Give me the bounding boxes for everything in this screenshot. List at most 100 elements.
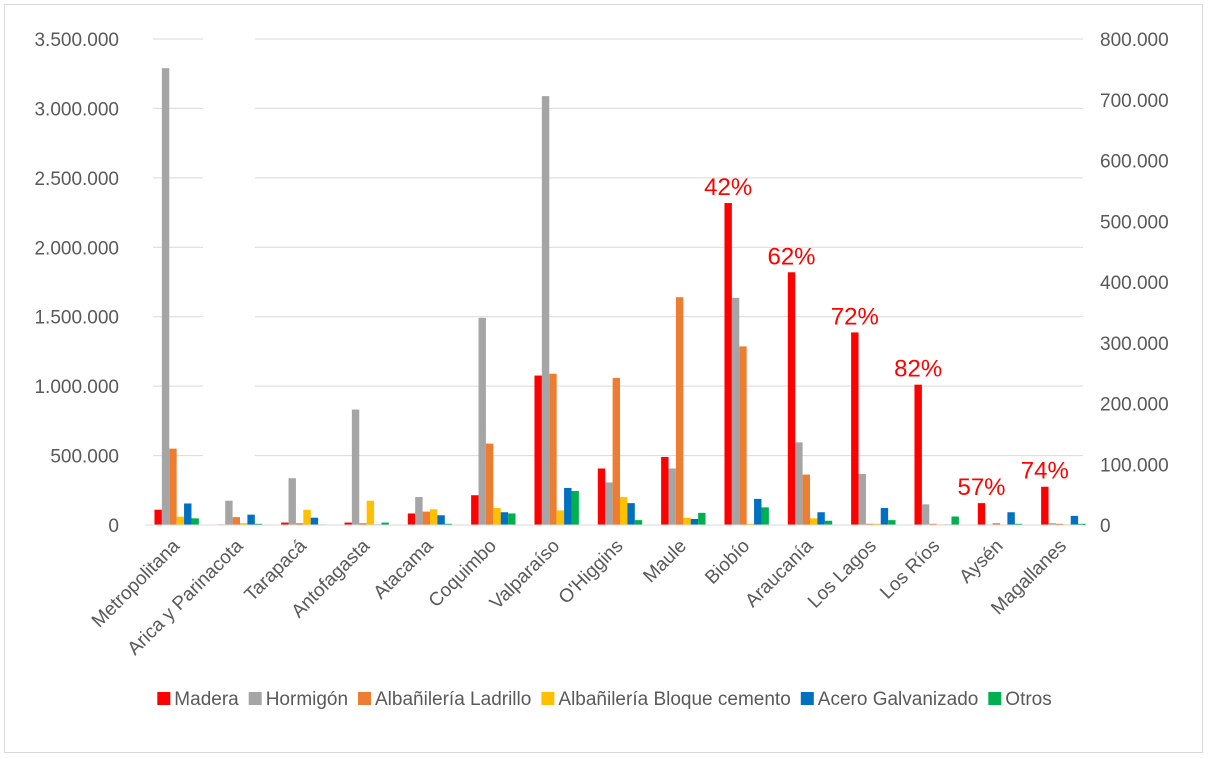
left-tick-label: 0 [108, 516, 119, 537]
bar-araucania-madera [787, 272, 796, 525]
bar-arica-y-parinacota-albanileria-ladrillo [232, 517, 240, 525]
bar-coquimbo-albanileria-bloque-cemento [493, 507, 501, 525]
bar-los-lagos-madera [851, 332, 859, 525]
annotation-aysen: 57% [957, 474, 1005, 501]
bar-aysen-madera [977, 503, 986, 525]
category-label-los-rios: Los Ríos [876, 536, 944, 604]
bar-atacama-albanileria-ladrillo [422, 511, 430, 525]
bar-metropolitana-albanileria-bloque-cemento [176, 516, 185, 525]
bar-biobio-otros [761, 507, 769, 525]
left-axis-ticks: 0 500.000 1.000.000 1.500.000 2.000.000 2.500… [34, 30, 119, 537]
legend-label-albanileria-bloque-cemento: Albañilería Bloque cemento [558, 689, 790, 710]
bar-metropolitana-hormigon [161, 68, 170, 525]
bar-valparaiso-albanileria-ladrillo [549, 373, 557, 525]
bar-valparaiso-madera [534, 375, 542, 525]
bar-los-lagos-otros [888, 520, 896, 525]
bar-tarapaca-acero-galvanizado [310, 517, 319, 525]
bar-o-higgins-albanileria-bloque-cemento [620, 497, 628, 525]
bar-coquimbo-hormigon [478, 317, 486, 525]
category-label-aysen: Aysén [956, 536, 1008, 588]
bar-atacama-hormigon [415, 497, 423, 525]
bar-araucania-albanileria-bloque-cemento [810, 518, 818, 525]
bar-valparaiso-acero-galvanizado [564, 487, 572, 525]
category-label-arica-y-parinacota: Arica y Parinacota [124, 535, 248, 659]
bar-o-higgins-acero-galvanizado [627, 503, 635, 525]
annotation-los-lagos: 72% [831, 303, 879, 330]
bar-valparaiso-albanileria-bloque-cemento [556, 510, 565, 525]
legend-item-albanileria-ladrillo: Albañilería Ladrillo [358, 689, 531, 710]
bar-valparaiso-otros [571, 490, 579, 525]
bar-metropolitana-acero-galvanizado [184, 503, 192, 525]
legend-item-madera: Madera [157, 689, 239, 710]
bar-arica-y-parinacota-acero-galvanizado [247, 514, 255, 525]
bar-metropolitana-madera [154, 509, 162, 525]
category-label-o-higgins: O'Higgins [555, 536, 628, 609]
bar-tarapaca-madera [281, 522, 289, 525]
legend: Madera Hormigón Albañilería Ladrillo Albañi… [157, 689, 1052, 710]
annotation-biobio: 42% [704, 174, 752, 201]
bar-maule-otros [698, 512, 706, 525]
bar-magallanes-acero-galvanizado [1070, 515, 1079, 525]
bar-maule-albanileria-ladrillo [675, 297, 684, 525]
legend-swatch-acero-galvanizado [800, 692, 814, 705]
bar-los-lagos-acero-galvanizado [880, 507, 889, 525]
right-tick-label: 0 [1100, 516, 1111, 537]
left-tick-label: 2.500.000 [34, 169, 119, 190]
legend-item-hormigon: Hormigón [248, 689, 348, 710]
left-tick-label: 3.500.000 [34, 30, 119, 51]
legend-label-hormigon: Hormigón [266, 689, 348, 710]
bars [154, 68, 1086, 526]
bar-o-higgins-hormigon [605, 482, 613, 525]
bar-biobio-madera [724, 203, 732, 525]
bar-coquimbo-acero-galvanizado [500, 512, 509, 525]
left-tick-label: 500.000 [50, 447, 119, 468]
bar-biobio-hormigon [731, 297, 740, 525]
left-tick-label: 1.000.000 [34, 377, 119, 398]
bar-o-higgins-madera [597, 468, 606, 525]
bar-arica-y-parinacota-albanileria-bloque-cemento [240, 523, 248, 525]
bar-magallanes-hormigon [1048, 523, 1056, 525]
bar-atacama-otros [444, 523, 453, 525]
bar-los-rios-otros [951, 516, 959, 525]
left-tick-label: 1.500.000 [34, 308, 119, 329]
bar-tarapaca-albanileria-bloque-cemento [303, 509, 311, 525]
bar-los-lagos-albanileria-bloque-cemento [873, 523, 881, 525]
bar-atacama-acero-galvanizado [437, 515, 445, 525]
right-tick-label: 300.000 [1100, 334, 1169, 355]
bar-araucania-otros [824, 520, 833, 525]
bar-los-rios-albanileria-ladrillo [929, 523, 937, 525]
left-tick-label: 2.000.000 [34, 238, 119, 259]
bar-magallanes-albanileria-ladrillo [1055, 523, 1064, 525]
bar-los-rios-madera [914, 384, 922, 525]
bar-biobio-albanileria-ladrillo [739, 346, 747, 525]
right-tick-label: 500.000 [1100, 212, 1169, 233]
legend-item-otros: Otros [988, 689, 1052, 710]
bar-o-higgins-otros [634, 520, 643, 525]
category-label-maule: Maule [639, 536, 690, 587]
legend-swatch-albanileria-ladrillo [358, 692, 371, 705]
legend-label-acero-galvanizado: Acero Galvanizado [818, 689, 979, 710]
bar-biobio-albanileria-bloque-cemento [746, 523, 755, 525]
bar-aysen-otros [1014, 523, 1023, 525]
legend-swatch-hormigon [248, 692, 262, 705]
category-label-los-lagos: Los Lagos [804, 536, 881, 613]
bar-araucania-acero-galvanizado [817, 512, 825, 525]
legend-item-albanileria-bloque-cemento: Albañilería Bloque cemento [541, 689, 791, 710]
category-label-biobio: Biobío [701, 536, 754, 589]
bar-maule-albanileria-bloque-cemento [683, 517, 691, 525]
bar-atacama-madera [407, 513, 416, 525]
right-tick-label: 700.000 [1100, 91, 1169, 112]
bar-arica-y-parinacota-hormigon [225, 500, 233, 525]
legend-swatch-otros [988, 692, 1002, 705]
legend-item-acero-galvanizado: Acero Galvanizado [800, 689, 979, 710]
chart-frame: 0 500.000 1.000.000 1.500.000 2.000.000 2.500… [4, 4, 1203, 753]
bar-los-rios-hormigon [921, 504, 930, 525]
bar-coquimbo-madera [471, 495, 479, 525]
annotation-magallanes: 74% [1021, 458, 1069, 485]
bar-aysen-albanileria-ladrillo [992, 523, 1000, 525]
right-tick-label: 400.000 [1100, 273, 1169, 294]
bar-coquimbo-otros [508, 513, 516, 525]
bar-valparaiso-hormigon [541, 96, 550, 526]
legend-label-madera: Madera [174, 689, 239, 710]
bar-biobio-acero-galvanizado [754, 498, 762, 525]
